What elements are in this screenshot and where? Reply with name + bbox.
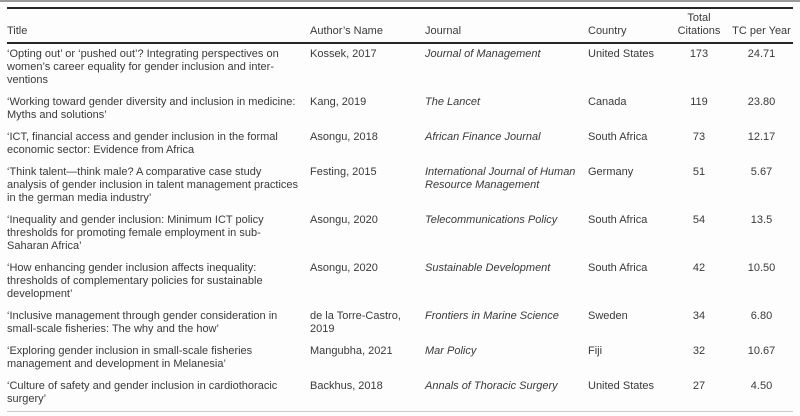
table-header-row: Title Author’s Name Journal Country Tota…	[7, 8, 793, 44]
cell-journal: Sustainable Development	[425, 262, 551, 274]
cell-tc-per-year: 4.50	[750, 380, 773, 392]
table-row: ‘Think talent—think male? A comparative …	[7, 162, 793, 210]
table-row: ‘Inclusive management through gender con…	[7, 306, 793, 341]
cell-title: ‘Inclusive management through gender con…	[7, 310, 278, 335]
cell-country: South Africa	[588, 131, 648, 143]
cell-country: Germany	[588, 166, 634, 178]
cell-author: de la Torre-Castro, 2019	[310, 310, 401, 335]
articles-table-container: Title Author’s Name Journal Country Tota…	[7, 7, 793, 412]
cell-title: ‘Think talent—think male? A comparative …	[7, 166, 299, 204]
cell-author: Backhus, 2018	[310, 380, 383, 392]
cell-journal: Journal of Management	[425, 48, 541, 60]
cell-title: ‘Exploring gender inclusion in small-sca…	[7, 345, 253, 370]
table-row: ‘Working toward gender diversity and inc…	[7, 92, 793, 127]
cell-journal: Mar Policy	[425, 345, 477, 357]
cell-title: ‘Culture of safety and gender inclusion …	[7, 380, 278, 405]
cell-author: Mangubha, 2021	[310, 345, 393, 357]
cell-country: United States	[588, 48, 655, 60]
cell-country: United States	[588, 380, 655, 392]
cell-citations: 73	[692, 131, 706, 143]
col-header-author: Author’s Name	[310, 8, 425, 44]
cell-citations: 27	[692, 380, 706, 392]
cell-journal: International Journal of Human Resource …	[425, 166, 576, 191]
cell-tc-per-year: 5.67	[750, 166, 773, 178]
col-header-country: Country	[588, 8, 668, 44]
col-header-tc-per-year: TC per Year	[732, 8, 793, 44]
cell-title: ‘ICT, financial access and gender inclus…	[7, 131, 278, 156]
cell-author: Festing, 2015	[310, 166, 377, 178]
cell-tc-per-year: 24.71	[747, 48, 776, 60]
cell-author: Asongu, 2020	[310, 262, 378, 274]
table-row: ‘Opting out’ or ‘pushed out’? Integratin…	[7, 43, 793, 92]
cell-tc-per-year: 10.67	[747, 345, 776, 357]
col-header-journal: Journal	[425, 8, 588, 44]
cell-tc-per-year: 12.17	[747, 131, 776, 143]
cell-journal: African Finance Journal	[425, 131, 541, 143]
cell-citations: 119	[690, 96, 708, 108]
cell-citations: 173	[689, 48, 709, 60]
cell-country: Fiji	[588, 345, 603, 357]
articles-table: Title Author’s Name Journal Country Tota…	[7, 7, 793, 412]
cell-tc-per-year: 23.80	[747, 96, 776, 108]
cell-title: ‘How enhancing gender inclusion affects …	[7, 262, 263, 300]
cell-tc-per-year: 6.80	[750, 310, 773, 322]
cell-journal: Frontiers in Marine Science	[425, 310, 559, 322]
cell-journal: Telecommunications Policy	[425, 214, 558, 226]
cell-citations: 32	[692, 345, 706, 357]
cell-journal: Annals of Thoracic Surgery	[425, 380, 558, 392]
table-row: ‘Inequality and gender inclusion: Minimu…	[7, 210, 793, 258]
table-row: ‘Exploring gender inclusion in small-sca…	[7, 341, 793, 376]
table-row: ‘How enhancing gender inclusion affects …	[7, 258, 793, 306]
table-row: ‘ICT, financial access and gender inclus…	[7, 127, 793, 162]
cell-title: ‘Inequality and gender inclusion: Minimu…	[7, 214, 264, 252]
cell-country: South Africa	[588, 262, 648, 274]
cell-journal: The Lancet	[425, 96, 481, 108]
cell-country: Canada	[588, 96, 627, 108]
cell-title: ‘Working toward gender diversity and inc…	[7, 96, 296, 121]
cell-citations: 42	[692, 262, 706, 274]
cell-author: Asongu, 2020	[310, 214, 378, 226]
col-header-title: Title	[7, 8, 310, 44]
table-body: ‘Opting out’ or ‘pushed out’? Integratin…	[7, 43, 793, 412]
cell-citations: 34	[692, 310, 706, 322]
cell-author: Kang, 2019	[310, 96, 367, 108]
cell-citations: 54	[692, 214, 706, 226]
cell-title: ‘Opting out’ or ‘pushed out’? Integratin…	[7, 48, 279, 86]
cell-citations: 51	[692, 166, 706, 178]
cell-tc-per-year: 13.5	[750, 214, 773, 226]
col-header-citations: Total Citations	[668, 8, 732, 44]
cell-author: Asongu, 2018	[310, 131, 378, 143]
cell-author: Kossek, 2017	[310, 48, 377, 60]
top-hairline-divider	[0, 0, 800, 2]
cell-country: Sweden	[588, 310, 628, 322]
table-row: ‘Culture of safety and gender inclusion …	[7, 376, 793, 412]
cell-country: South Africa	[588, 214, 648, 226]
cell-tc-per-year: 10.50	[747, 262, 776, 274]
